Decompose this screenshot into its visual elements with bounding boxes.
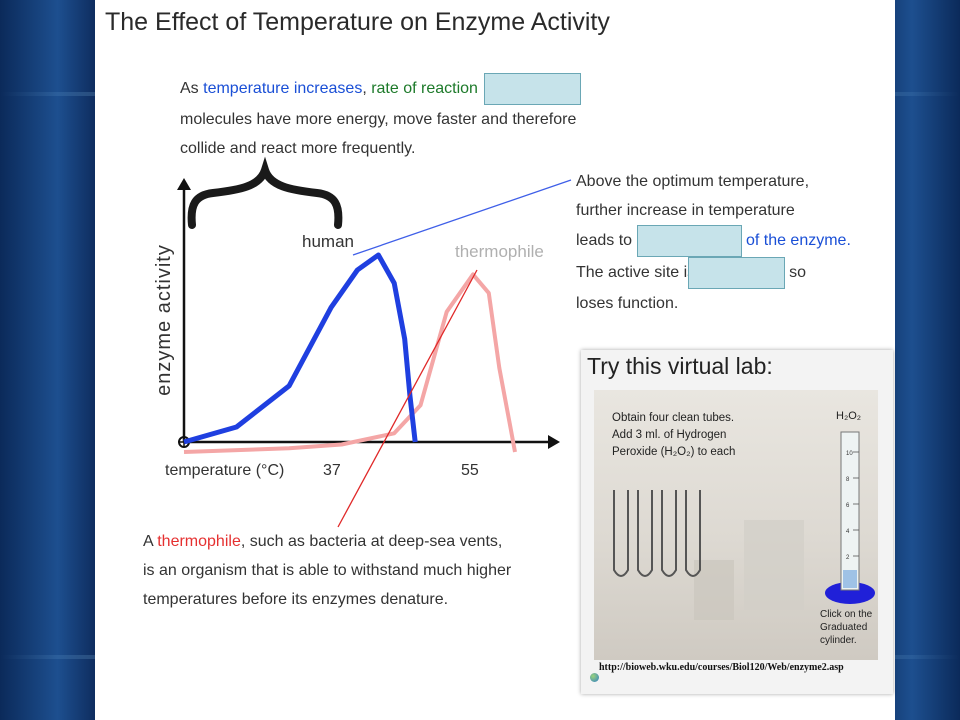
lab-h2o2-label: H₂O₂ <box>836 410 862 422</box>
test-tube-1 <box>613 490 629 577</box>
thermo-rest1: , such as bacteria at deep-sea vents, <box>240 533 503 550</box>
thermophile-paragraph: A thermophile, such as bacteria at deep-… <box>143 527 563 614</box>
thermo-line-2: is an organism that is able to withstand… <box>143 562 512 579</box>
lab-click-instruction: Click on the Graduated cylinder. <box>820 608 878 647</box>
lab-instr-2: Add 3 ml. of Hydrogen <box>612 429 727 441</box>
enzyme-chart: enzyme activity temperature (°C) 37 55 h… <box>153 156 572 528</box>
test-tube-4 <box>685 490 701 577</box>
virtual-lab-panel[interactable]: Try this virtual lab: Obtain four clean … <box>581 350 893 694</box>
answer-blank-2[interactable] <box>636 225 742 257</box>
lab-click-2: Graduated <box>820 622 868 633</box>
human-curve <box>183 252 418 445</box>
answer-blank-1[interactable] <box>484 73 582 105</box>
tick-label-55: 55 <box>461 462 479 479</box>
lab-instr-3: Peroxide (H₂O₂) to each <box>612 446 736 458</box>
y-axis-label: enzyme activity <box>153 244 175 396</box>
cylinder-scale-label: 10 <box>846 451 853 457</box>
optimum-line-4-post: so <box>789 264 806 282</box>
intro-text-as: As <box>180 80 204 98</box>
answer-blank-3[interactable] <box>687 257 785 289</box>
lab-click-3: cylinder. <box>820 635 857 646</box>
y-axis-arrow <box>177 178 191 190</box>
optimum-line-4-pre: The active site is c <box>576 264 708 282</box>
test-tube-3 <box>661 490 677 577</box>
cylinder-scale: 10 8 6 4 2 <box>846 451 859 561</box>
virtual-lab-title: Try this virtual lab: <box>587 353 773 379</box>
x-axis-label: temperature (°C) <box>165 462 284 479</box>
thermophile-curve <box>183 272 517 454</box>
virtual-lab-image[interactable]: Obtain four clean tubes. Add 3 ml. of Hy… <box>594 390 878 660</box>
human-optimum-connector <box>352 179 572 256</box>
cylinder-scale-label: 4 <box>846 529 850 535</box>
optimum-line-2: further increase in temperature <box>576 202 795 219</box>
thermophile-connector <box>337 269 478 528</box>
lab-url-link[interactable]: http://bioweb.wku.edu/courses/Biol120/We… <box>599 662 844 673</box>
series-label-human: human <box>302 232 354 251</box>
lab-illustration: 10 8 6 4 2 <box>613 431 875 620</box>
tick-label-37: 37 <box>323 462 341 479</box>
test-tube-2 <box>637 490 653 577</box>
slide-title: The Effect of Temperature on Enzyme Acti… <box>105 8 610 36</box>
intro-line-3: collide and react more frequently. <box>180 140 416 157</box>
graduated-cylinder <box>840 431 860 591</box>
globe-icon <box>590 673 599 682</box>
lab-instructions: Obtain four clean tubes. Add 3 ml. of Hy… <box>612 410 782 461</box>
lab-click-1: Click on the <box>820 609 873 620</box>
cylinder-scale-label: 6 <box>846 503 850 509</box>
thermo-a: A <box>143 533 158 550</box>
slide: The Effect of Temperature on Enzyme Acti… <box>95 0 895 720</box>
cylinder-scale-label: 2 <box>846 555 850 561</box>
cylinder-liquid <box>843 570 857 588</box>
optimum-line-3-post: of the enzyme. <box>745 232 851 250</box>
optimum-line-5: loses function. <box>576 295 679 312</box>
optimum-paragraph: Above the optimum temperature, further i… <box>576 167 886 318</box>
intro-line-2: molecules have more energy, move faster … <box>180 111 577 128</box>
curly-brace <box>187 156 343 229</box>
cylinder-base <box>825 582 875 604</box>
intro-temperature-increases: temperature increases <box>203 80 363 98</box>
thermo-line-3: temperatures before its enzymes denature… <box>143 591 449 608</box>
intro-comma: , <box>362 80 372 98</box>
bg-equipment <box>744 520 804 610</box>
intro-paragraph: As temperature increases, rate of reacti… <box>180 73 660 163</box>
series-label-thermophile: thermophile <box>455 242 544 261</box>
intro-rate-of-reaction: rate of reaction <box>371 80 478 98</box>
lab-instr-1: Obtain four clean tubes. <box>612 412 735 424</box>
thermo-word: thermophile <box>157 533 241 550</box>
optimum-line-3-pre: leads to <box>576 232 633 250</box>
optimum-line-1: Above the optimum temperature, <box>576 173 810 190</box>
x-axis-arrow <box>548 435 560 449</box>
cylinder-scale-label: 8 <box>846 477 850 483</box>
